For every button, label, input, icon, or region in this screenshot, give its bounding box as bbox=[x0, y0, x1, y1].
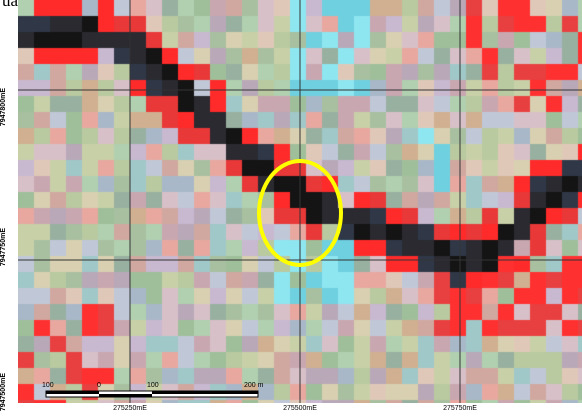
northing-label-2: 7947750mE bbox=[0, 228, 7, 267]
easting-label-3: 275750mE bbox=[443, 405, 477, 412]
highlight-ellipse bbox=[257, 159, 343, 267]
scale-label-1: 100 bbox=[42, 382, 54, 389]
scale-label-2: 0 bbox=[97, 382, 101, 389]
northing-label-3: 7947500mE bbox=[0, 373, 7, 412]
easting-label-1: 275250mE bbox=[113, 405, 147, 412]
scale-label-4: 200 m bbox=[244, 382, 264, 389]
northing-label-1: 7947800mE bbox=[0, 88, 7, 127]
scale-label-3: 100 bbox=[147, 382, 159, 389]
map-frame[interactable]: 100 0 100 200 m bbox=[18, 0, 582, 403]
scale-bar: 100 0 100 200 m bbox=[42, 382, 264, 398]
map-overlay: 100 0 100 200 m bbox=[18, 0, 582, 403]
easting-label-2: 275500mE bbox=[283, 405, 317, 412]
